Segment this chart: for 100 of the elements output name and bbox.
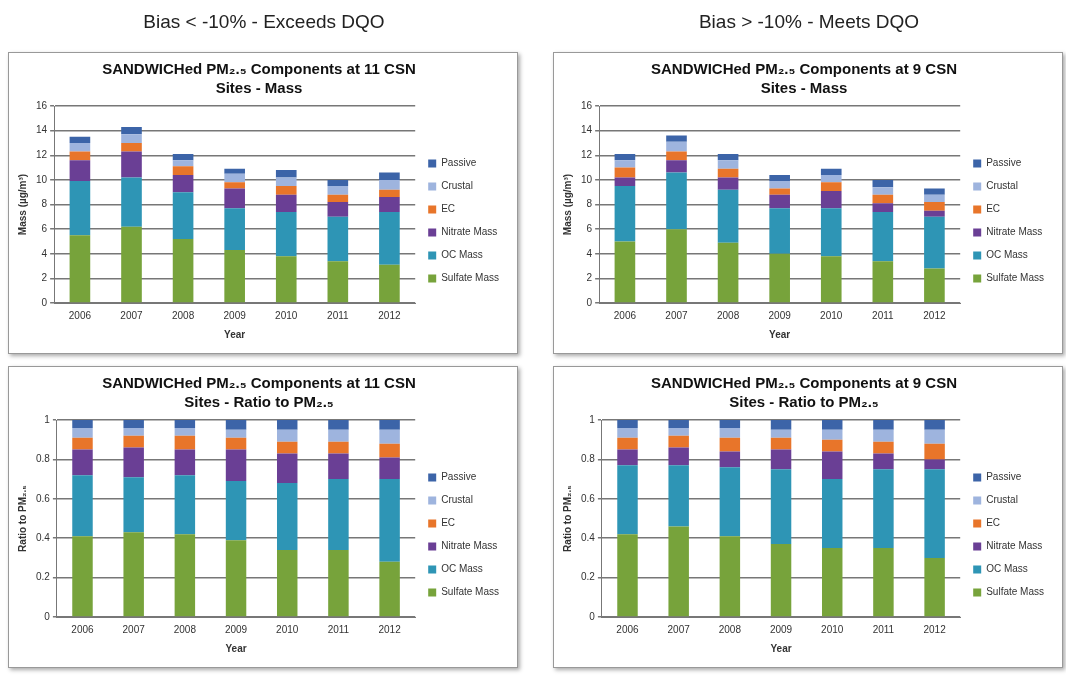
bar (668, 465, 689, 527)
legend-label: Sulfate Mass (441, 586, 500, 598)
bar (924, 210, 945, 217)
x-tick-label: 2006 (613, 309, 637, 321)
bar (822, 548, 843, 617)
bar (717, 242, 739, 303)
legend-label: Nitrate Mass (441, 226, 498, 238)
y-tick-label: 12 (581, 149, 593, 160)
bar (924, 420, 945, 430)
bar (717, 154, 739, 161)
x-tick-label: 2012 (378, 623, 402, 635)
y-tick-label: 16 (581, 99, 593, 111)
bar (277, 453, 298, 484)
bar (225, 481, 247, 541)
bar (769, 194, 790, 209)
legend-label: Sulfate Mass (986, 272, 1045, 284)
x-tick-label: 2006 (71, 623, 95, 635)
bar (770, 449, 792, 470)
x-tick-label: 2006 (68, 309, 92, 321)
bar (873, 469, 894, 549)
y-tick-label: 0.2 (581, 571, 596, 583)
bar (822, 429, 843, 440)
x-axis-title: Year (225, 642, 247, 654)
legend-label: Crustal (986, 180, 1018, 192)
x-tick-label: 2009 (768, 309, 792, 321)
y-tick-label: 4 (41, 247, 48, 259)
bar (872, 179, 894, 188)
x-axis-title: Year (769, 328, 791, 340)
bar (873, 441, 894, 454)
y-tick-label: 0.2 (36, 571, 51, 583)
bar (225, 437, 247, 450)
bar (379, 172, 400, 180)
bar (123, 532, 144, 617)
bar (123, 477, 144, 533)
bar (172, 160, 194, 167)
bar (69, 235, 91, 303)
bar (328, 550, 349, 617)
bar (328, 441, 349, 454)
bar (275, 170, 297, 178)
y-tick-label: 16 (36, 99, 48, 111)
bar (614, 186, 636, 242)
bar (72, 437, 93, 450)
bar (224, 188, 245, 209)
bar (328, 453, 349, 480)
bar (379, 179, 400, 190)
bar (379, 443, 400, 458)
y-tick-label: 4 (586, 247, 593, 259)
legend-label: Sulfate Mass (441, 272, 500, 284)
legend-label: EC (441, 517, 456, 529)
legend-label: OC Mass (441, 563, 483, 575)
x-tick-label: 2012 (923, 309, 946, 321)
y-tick-label: 1 (44, 413, 51, 425)
legend-label: Crustal (441, 180, 473, 192)
bar (924, 459, 945, 470)
bar (174, 475, 196, 535)
y-tick-label: 8 (586, 198, 593, 210)
bar (224, 208, 245, 251)
bar (277, 429, 298, 442)
bar (327, 216, 349, 262)
bar (277, 483, 298, 551)
bar (69, 160, 91, 182)
bar (924, 202, 945, 211)
bar (379, 264, 400, 303)
bar (719, 467, 741, 537)
bar (617, 534, 638, 617)
bar (328, 429, 349, 442)
y-axis-title: Mass (µg/m³) (16, 173, 28, 236)
legend-label: Sulfate Mass (986, 586, 1045, 598)
x-tick-label: 2010 (275, 309, 298, 321)
bar (717, 168, 739, 178)
bar (770, 469, 792, 545)
bar (924, 216, 945, 269)
y-tick-label: 2 (41, 272, 48, 284)
y-axis-title: Ratio to PM₂.₅ (16, 484, 28, 552)
bar (174, 427, 196, 436)
bar (327, 261, 349, 303)
bar (69, 142, 91, 152)
bar (873, 453, 894, 470)
bar (72, 449, 93, 476)
bar (327, 202, 349, 217)
chart-title: SANDWICHed PM₂.₅ Components at 9 CSN Sites - Mass (649, 59, 959, 97)
y-tick-label: 0.6 (581, 492, 596, 504)
x-tick-label: 2011 (872, 309, 895, 321)
bar (172, 166, 194, 175)
bar (769, 208, 790, 254)
x-axis-title: Year (770, 642, 792, 654)
bar (225, 449, 247, 482)
bar (172, 238, 194, 303)
x-tick-label: 2007 (120, 309, 144, 321)
bar (379, 429, 400, 444)
x-tick-label: 2008 (716, 309, 740, 321)
bar (770, 437, 792, 450)
legend-label: OC Mass (986, 563, 1028, 575)
bar (872, 194, 894, 204)
x-tick-label: 2007 (665, 309, 689, 321)
bar (121, 151, 142, 178)
bar (668, 526, 689, 617)
bar (327, 179, 349, 187)
bar (924, 268, 945, 303)
y-tick-label: 6 (41, 222, 48, 234)
